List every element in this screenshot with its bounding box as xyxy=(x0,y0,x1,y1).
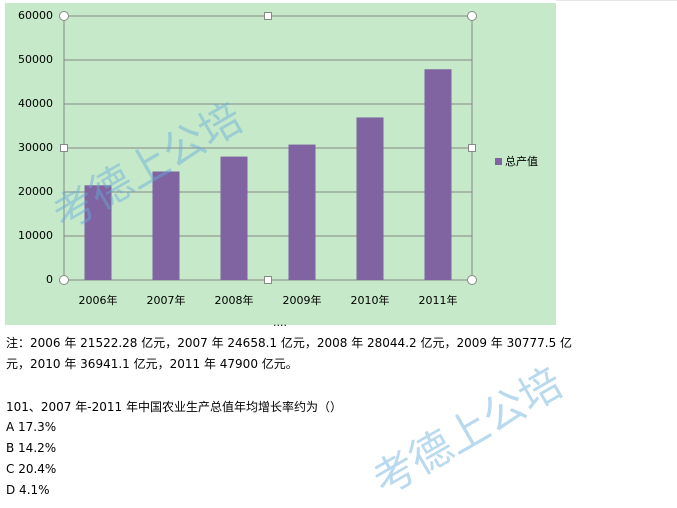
handle xyxy=(59,275,69,285)
handle xyxy=(467,275,477,285)
bar xyxy=(84,185,112,280)
bar xyxy=(152,171,180,280)
option: C 20.4% xyxy=(6,462,57,476)
handle xyxy=(264,12,272,20)
x-tick-label: 2007年 xyxy=(147,293,186,307)
y-tick-label: 40000 xyxy=(18,97,53,110)
y-tick-label: 60000 xyxy=(18,9,53,22)
legend-swatch xyxy=(495,158,502,165)
handle xyxy=(59,11,69,21)
resize-grip: ···· xyxy=(273,319,287,330)
bar xyxy=(424,69,452,281)
x-tick-label: 2008年 xyxy=(215,293,254,307)
x-tick-label: 2009年 xyxy=(283,293,322,307)
handle xyxy=(60,144,68,152)
chart: 0 10000 20000 30000 40000 50000 60000 总产值 2006年 2… xyxy=(5,0,677,330)
y-tick-label: 20000 xyxy=(18,185,53,198)
y-tick-label: 0 xyxy=(46,273,53,286)
bar xyxy=(220,156,248,280)
question: 101、2007 年-2011 年中国农业生产总值年均增长率约为（） xyxy=(6,400,342,414)
x-tick-label: 2010年 xyxy=(351,293,390,307)
x-tick-label: 2011年 xyxy=(419,293,458,307)
bar xyxy=(356,117,384,280)
option: B 14.2% xyxy=(6,441,57,455)
option: D 4.1% xyxy=(6,483,50,497)
x-tick-label: 2006年 xyxy=(79,293,118,307)
legend-label: 总产值 xyxy=(505,154,538,168)
bar xyxy=(288,144,316,280)
y-tick-label: 10000 xyxy=(18,229,53,242)
y-tick-label: 30000 xyxy=(18,141,53,154)
y-tick-label: 50000 xyxy=(18,53,53,66)
option: A 17.3% xyxy=(6,420,57,434)
handle xyxy=(468,144,476,152)
handle xyxy=(264,276,272,284)
handle xyxy=(467,11,477,21)
note: 注：2006 年 21522.28 亿元，2007 年 24658.1 亿元，2… xyxy=(6,336,573,371)
